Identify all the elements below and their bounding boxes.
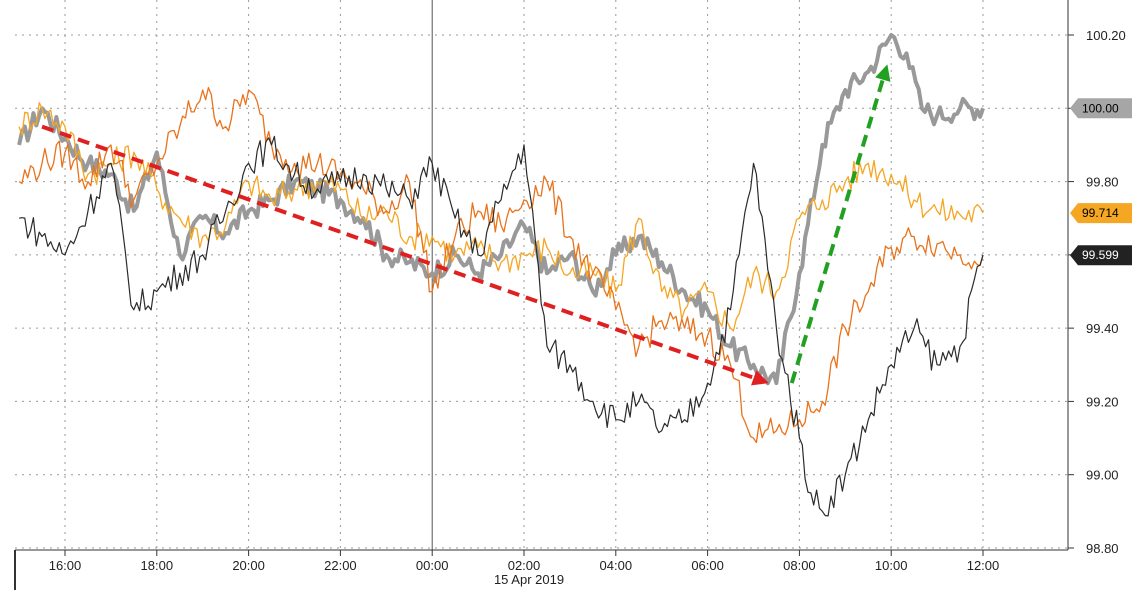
y-tick-label: 99.40: [1086, 321, 1119, 336]
x-tick-label: 22:00: [324, 558, 357, 573]
value-badge-0: 100.00: [1070, 98, 1132, 119]
date-label: 15 Apr 2019: [494, 572, 564, 587]
grid-lines: [15, 0, 1068, 550]
x-tick-label: 16:00: [49, 558, 82, 573]
arrow-head-0: [751, 370, 769, 386]
x-tick-label: 20:00: [232, 558, 265, 573]
x-tick-label: 08:00: [783, 558, 816, 573]
badge-label: 99.599: [1082, 248, 1119, 262]
badge-shape: [1070, 203, 1132, 224]
x-tick-label: 12:00: [967, 558, 1000, 573]
y-tick-label: 100.20: [1086, 28, 1126, 43]
value-badge-2: 99.599: [1070, 245, 1132, 266]
y-tick-label: 99.20: [1086, 394, 1119, 409]
x-tick-label: 04:00: [600, 558, 633, 573]
x-tick-label: 02:00: [508, 558, 541, 573]
badge-layer: 100.00 99.714 99.599: [1070, 98, 1132, 266]
series-line-0: [17, 33, 985, 386]
arrow-head-1: [875, 64, 891, 82]
arrow-line-1: [789, 79, 885, 384]
y-tick-label: 99.00: [1086, 468, 1119, 483]
x-tick-label: 06:00: [691, 558, 724, 573]
x-tick-label: 00:00: [416, 558, 449, 573]
series-line-1: [18, 102, 984, 332]
badge-shape: [1070, 245, 1132, 266]
series-line-2: [18, 86, 984, 444]
x-tick-label: 18:00: [141, 558, 174, 573]
series-line-3: [18, 135, 984, 517]
badge-shape: [1070, 98, 1132, 119]
value-badge-1: 99.714: [1070, 203, 1132, 224]
x-tick-label: 10:00: [875, 558, 908, 573]
badge-label: 100.00: [1082, 101, 1119, 115]
arrow-line-0: [41, 124, 755, 380]
y-tick-label: 99.80: [1086, 175, 1119, 190]
series-layer: [17, 33, 985, 517]
annotation-layer: [41, 64, 891, 386]
y-tick-label: 98.80: [1086, 541, 1119, 556]
axis-layer: 16:00 18:00 20:00 22:00 00:00 02:00 04:00 06:00…: [14, 0, 1126, 590]
badge-label: 99.714: [1082, 206, 1119, 220]
